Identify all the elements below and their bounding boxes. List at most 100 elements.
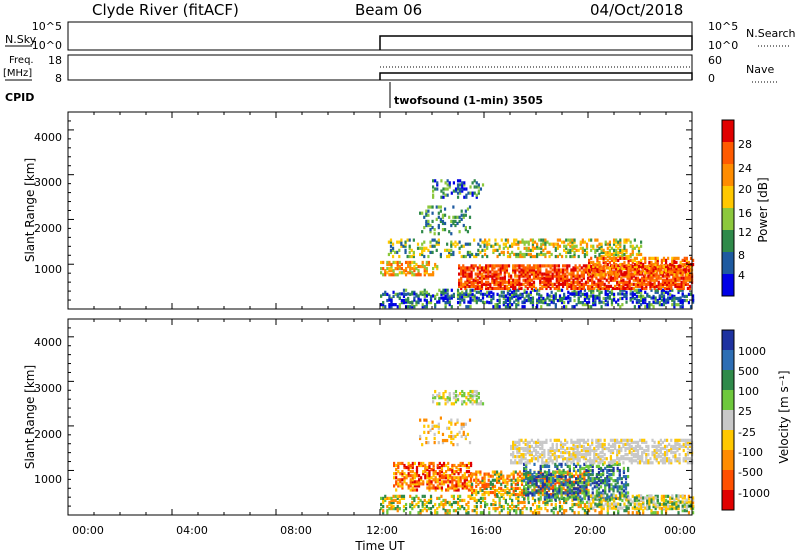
heatmap-cell <box>625 301 627 304</box>
heatmap-cell <box>527 477 529 480</box>
heatmap-cell <box>447 298 449 301</box>
heatmap-cell <box>608 461 610 464</box>
heatmap-cell <box>674 439 676 442</box>
heatmap-cell <box>480 505 482 508</box>
heatmap-cell <box>459 392 461 395</box>
heatmap-cell <box>624 457 626 460</box>
heatmap-cell <box>571 503 573 506</box>
heatmap-cell <box>498 473 500 476</box>
heatmap-cell <box>380 267 382 270</box>
heatmap-cell <box>643 461 645 464</box>
heatmap-cell <box>494 470 496 473</box>
heatmap-cell <box>411 497 413 500</box>
heatmap-cell <box>516 264 518 267</box>
heatmap-cell <box>494 485 496 488</box>
heatmap-cell <box>632 265 634 268</box>
heatmap-cell <box>392 495 394 498</box>
heatmap-cell <box>467 208 469 211</box>
heatmap-cell <box>392 505 394 508</box>
heatmap-cell <box>645 277 647 280</box>
heatmap-cell <box>567 483 569 486</box>
heatmap-cell <box>444 301 446 304</box>
heatmap-cell <box>586 251 588 254</box>
heatmap-cell <box>633 287 635 290</box>
heatmap-cell <box>499 298 501 301</box>
heatmap-cell <box>536 253 538 256</box>
heatmap-cell <box>596 257 598 260</box>
heatmap-cell <box>528 241 530 244</box>
heatmap-cell <box>511 291 513 294</box>
heatmap-cell <box>619 485 621 488</box>
heatmap-cell <box>648 257 650 260</box>
heatmap-cell <box>550 287 552 290</box>
heatmap-cell <box>606 465 608 468</box>
heatmap-cell <box>605 257 607 260</box>
heatmap-cell <box>619 257 621 260</box>
heatmap-cell <box>525 453 527 456</box>
heatmap-cell <box>634 271 636 274</box>
heatmap-cell <box>525 457 527 460</box>
heatmap-cell <box>407 301 409 304</box>
heatmap-cell <box>673 301 675 304</box>
heatmap-cell <box>395 495 397 498</box>
heatmap-cell <box>545 268 547 271</box>
heatmap-cell <box>585 264 587 267</box>
heatmap-cell <box>418 478 420 481</box>
heatmap-cell <box>550 495 552 498</box>
heatmap-cell <box>665 499 667 502</box>
heatmap-cell <box>450 220 452 223</box>
heatmap-cell <box>626 453 628 456</box>
heatmap-cell <box>562 443 564 446</box>
heatmap-cell <box>644 305 646 308</box>
heatmap-cell <box>562 268 564 271</box>
heatmap-cell <box>429 228 431 231</box>
heatmap-cell <box>445 464 447 467</box>
heatmap-cell <box>434 232 436 235</box>
heatmap-cell <box>502 489 504 492</box>
heatmap-cell <box>480 501 482 504</box>
heatmap-cell <box>599 443 601 446</box>
colorbar-swatch <box>722 142 734 165</box>
heatmap-cell <box>616 281 618 284</box>
heatmap-cell <box>544 470 546 473</box>
heatmap-cell <box>592 245 594 248</box>
heatmap-cell <box>447 289 449 292</box>
heatmap-cell <box>566 264 568 267</box>
heatmap-cell <box>632 511 634 514</box>
heatmap-cell <box>563 245 565 248</box>
heatmap-cell <box>453 396 455 399</box>
heatmap-cell <box>590 469 592 472</box>
heatmap-cell <box>689 439 691 442</box>
heatmap-cell <box>541 272 543 275</box>
heatmap-cell <box>550 264 552 267</box>
heatmap-cell <box>603 297 605 300</box>
heatmap-cell <box>457 488 459 491</box>
heatmap-cell <box>471 483 473 486</box>
heatmap-cell <box>409 261 411 264</box>
heatmap-cell <box>598 253 600 256</box>
heatmap-cell <box>633 441 635 444</box>
heatmap-cell <box>455 466 457 469</box>
heatmap-cell <box>663 257 665 260</box>
heatmap-cell <box>388 497 390 500</box>
heatmap-cell <box>458 279 460 282</box>
heatmap-cell <box>573 483 575 486</box>
heatmap-cell <box>621 263 623 266</box>
heatmap-cell <box>559 501 561 504</box>
heatmap-cell <box>557 239 559 242</box>
heatmap-cell <box>515 292 517 295</box>
heatmap-cell <box>648 271 650 274</box>
heatmap-cell <box>450 249 452 252</box>
heatmap-cell <box>519 501 521 504</box>
heatmap-cell <box>630 259 632 262</box>
heatmap-cell <box>551 499 553 502</box>
heatmap-cell <box>465 305 467 308</box>
heatmap-cell <box>517 487 519 490</box>
heatmap-cell <box>661 298 663 301</box>
heatmap-cell <box>579 475 581 478</box>
heatmap-cell <box>463 400 465 403</box>
heatmap-cell <box>439 486 441 489</box>
heatmap-cell <box>432 294 434 297</box>
heatmap-cell <box>590 265 592 268</box>
heatmap-cell <box>477 479 479 482</box>
